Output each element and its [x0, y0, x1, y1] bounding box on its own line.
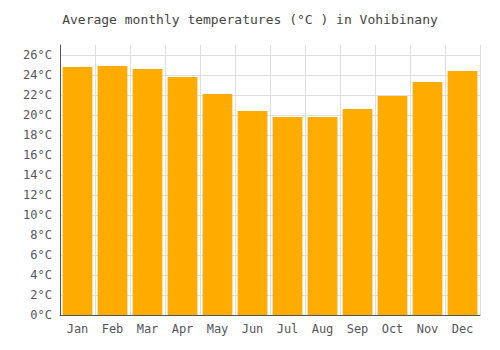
svg-text:Dec: Dec	[452, 322, 474, 336]
svg-text:0°C: 0°C	[30, 308, 52, 322]
svg-text:12°C: 12°C	[23, 188, 52, 202]
svg-text:Average monthly temperatures (: Average monthly temperatures (°C ) in Vo…	[62, 12, 438, 27]
svg-text:8°C: 8°C	[30, 228, 52, 242]
svg-text:Nov: Nov	[417, 322, 439, 336]
svg-text:4°C: 4°C	[30, 268, 52, 282]
svg-text:Jun: Jun	[242, 322, 264, 336]
svg-text:24°C: 24°C	[23, 68, 52, 82]
svg-text:26°C: 26°C	[23, 48, 52, 62]
svg-text:Jan: Jan	[67, 322, 89, 336]
svg-text:10°C: 10°C	[23, 208, 52, 222]
svg-text:18°C: 18°C	[23, 128, 52, 142]
svg-text:Apr: Apr	[172, 322, 194, 336]
svg-text:20°C: 20°C	[23, 108, 52, 122]
svg-text:Aug: Aug	[312, 322, 334, 336]
svg-text:6°C: 6°C	[30, 248, 52, 262]
svg-text:Mar: Mar	[137, 322, 159, 336]
svg-text:2°C: 2°C	[30, 288, 52, 302]
svg-text:Jul: Jul	[277, 322, 299, 336]
svg-text:22°C: 22°C	[23, 88, 52, 102]
svg-text:Feb: Feb	[102, 322, 124, 336]
svg-text:Oct: Oct	[382, 322, 404, 336]
svg-text:May: May	[207, 322, 229, 336]
svg-text:16°C: 16°C	[23, 148, 52, 162]
svg-text:14°C: 14°C	[23, 168, 52, 182]
svg-text:Sep: Sep	[347, 322, 369, 336]
